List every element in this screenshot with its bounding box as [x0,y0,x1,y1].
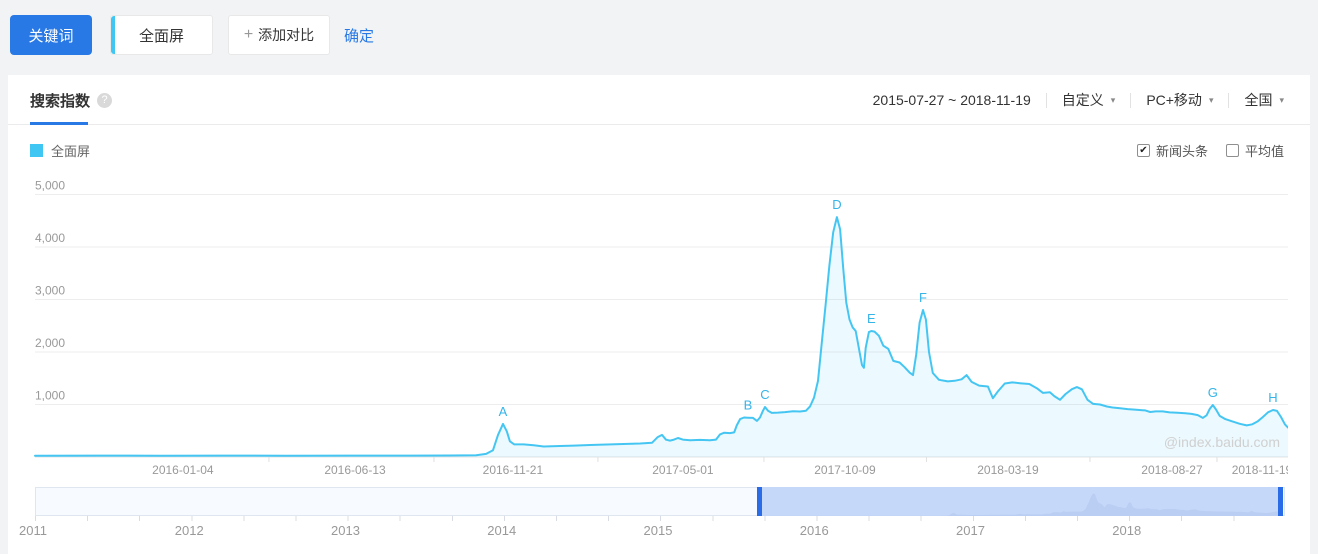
search-index-chart[interactable]: 5,000 4,000 3,000 2,000 1,000 2016-01-04 2016-… [27,175,1288,480]
checkbox-news-headlines[interactable]: ✔ 新闻头条 [1136,141,1208,160]
chevron-down-icon: ▾ [1279,94,1284,105]
slider-handle-right[interactable] [1278,487,1283,516]
checkbox-average[interactable]: 平均值 [1225,141,1284,160]
legend-label: 全面屏 [51,144,91,159]
overlay-toggles: ✔ 新闻头条 平均值 [1136,141,1284,160]
checkbox-icon [1225,144,1239,157]
watermark: @index.baidu.com [1164,434,1280,450]
y-axis-label: 5,000 [35,179,65,193]
year-label-2018: 2018 [1112,523,1142,538]
year-label-2014: 2014 [487,523,517,538]
add-compare-button[interactable]: + 添加对比 [228,15,330,55]
timeline-slider[interactable] [35,487,1285,516]
dropdown-device-label: PC+移动 [1146,92,1202,108]
x-axis-label: 2017-10-09 [814,463,876,477]
date-range[interactable]: 2015-07-27 ~ 2018-11-19 [872,92,1031,108]
panel-title: 搜索指数 [30,92,91,110]
year-label-2011: 2011 [19,523,47,538]
news-marker-G[interactable]: G [1208,385,1218,400]
news-marker-H[interactable]: H [1268,390,1277,405]
series-area [35,217,1288,457]
timeline-selection[interactable] [756,487,1283,516]
timeline-year-labels: 2011 2012 2013 2014 2015 2016 2017 2018 [8,523,1310,539]
y-axis-label: 1,000 [35,389,65,403]
add-compare-label: 添加对比 [258,27,315,43]
year-label-2013: 2013 [331,523,360,538]
divider [1130,92,1132,108]
dropdown-date-mode[interactable]: 自定义 ▾ [1062,90,1116,110]
panel-header: 搜索指数 ? 2015-07-27 ~ 2018-11-19 自定义 ▾ PC+… [8,75,1310,125]
dropdown-region-label: 全国 [1244,92,1273,108]
legend-item[interactable]: 全面屏 [30,141,90,160]
series-line[interactable] [34,216,1288,457]
checkbox-average-label: 平均值 [1244,144,1284,159]
dropdown-device[interactable]: PC+移动 ▾ [1146,90,1213,110]
confirm-link[interactable]: 确定 [344,27,375,45]
x-axis-label: 2018-11-19 [1232,463,1288,477]
keyword-tab[interactable]: 全面屏 [110,15,213,55]
x-axis-label: 2016-11-21 [483,463,544,477]
checkbox-icon: ✔ [1136,144,1150,157]
dropdown-date-mode-label: 自定义 [1061,92,1104,108]
active-tab-underline [30,122,88,125]
timeline-ticks [35,516,1285,521]
x-axis-label: 2016-06-13 [324,463,386,477]
search-index-panel: 搜索指数 ? 2015-07-27 ~ 2018-11-19 自定义 ▾ PC+… [8,75,1310,554]
help-icon[interactable]: ? [97,92,113,108]
y-axis-label: 2,000 [35,336,65,350]
x-axis-label: 2016-01-04 [152,463,214,477]
chevron-down-icon: ▾ [1208,94,1214,105]
keyword-tab-label: 全面屏 [138,27,184,45]
keyword-toolbar: 关键词 全面屏 + 添加对比 确定 [10,15,374,55]
news-marker-F[interactable]: F [919,290,927,305]
divider [1228,92,1230,108]
news-marker-E[interactable]: E [867,311,876,326]
dropdown-region[interactable]: 全国 ▾ [1244,90,1284,110]
year-label-2015: 2015 [643,523,673,538]
news-marker-C[interactable]: C [760,387,769,402]
keyword-tab-accent [111,16,115,54]
news-marker-D[interactable]: D [832,197,841,212]
x-axis-label: 2018-08-27 [1141,463,1203,477]
minimap-area [756,493,1283,516]
checkbox-news-label: 新闻头条 [1155,144,1208,159]
y-axis-label: 4,000 [35,231,65,245]
y-axis-label: 3,000 [35,284,65,298]
keyword-button[interactable]: 关键词 [10,15,92,55]
chevron-down-icon: ▾ [1110,94,1116,105]
slider-handle-left[interactable] [756,487,762,516]
news-marker-A[interactable]: A [499,404,508,419]
series-swatch [30,144,43,157]
plus-icon: + [243,26,254,43]
year-label-2017: 2017 [956,523,985,538]
year-label-2016: 2016 [799,523,829,538]
x-axis-label: 2018-03-19 [977,463,1039,477]
timeline-minimap [756,493,1283,516]
news-marker-B[interactable]: B [744,398,753,413]
year-label-2012: 2012 [174,523,204,538]
x-axis-label: 2017-05-01 [652,463,714,477]
divider [1045,92,1047,108]
